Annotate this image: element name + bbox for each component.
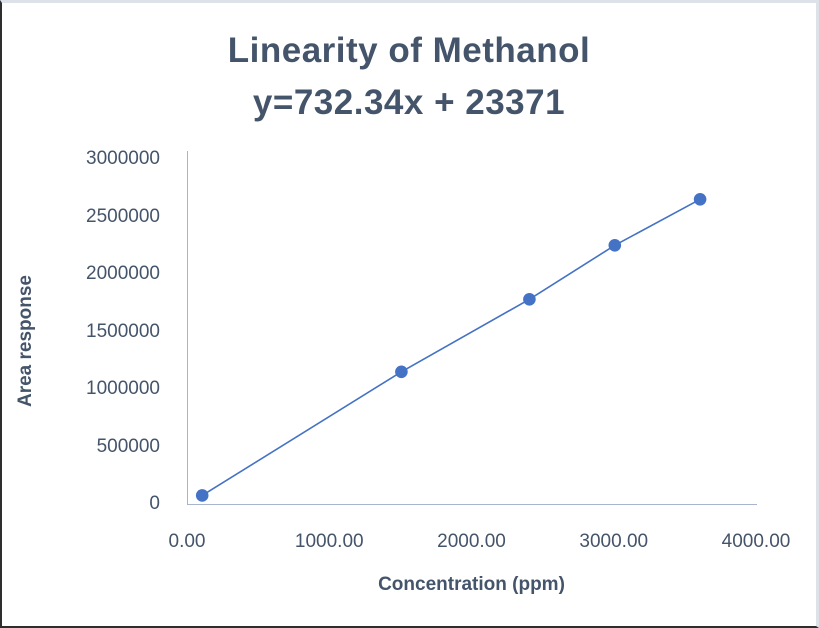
y-tick-label: 0 <box>149 493 160 514</box>
y-tick-label: 3000000 <box>86 148 160 169</box>
data-point-marker <box>608 239 622 252</box>
series-plot <box>195 193 707 502</box>
x-tick-label: 1000.00 <box>294 531 364 552</box>
y-tick-label: 1500000 <box>86 320 160 342</box>
data-point-marker <box>693 193 707 206</box>
y-axis-title: Area response <box>15 274 36 408</box>
chart-title-line2: y=732.34x + 23371 <box>252 83 566 122</box>
y-tick-label: 1000000 <box>86 378 160 399</box>
plot-area <box>187 151 757 505</box>
y-tick-label: 2000000 <box>86 263 160 284</box>
chart-title-line1: Linearity of Methanol <box>227 31 591 70</box>
y-tick-label: 500000 <box>96 435 160 457</box>
data-point-marker <box>523 293 536 306</box>
x-tick-label: 3000.00 <box>579 531 649 552</box>
data-point-marker <box>395 365 408 379</box>
x-axis-title: Concentration (ppm) <box>378 574 565 595</box>
series-line <box>201 198 701 497</box>
data-point-marker <box>195 489 209 502</box>
x-tick-label: 4000.00 <box>721 531 791 552</box>
x-tick-label: 2000.00 <box>437 531 506 552</box>
x-tick-label: 0.00 <box>168 531 206 552</box>
chart-title: Linearity of Methanol y=732.34x + 23371 <box>2 25 816 129</box>
y-tick-label: 2500000 <box>86 205 160 227</box>
